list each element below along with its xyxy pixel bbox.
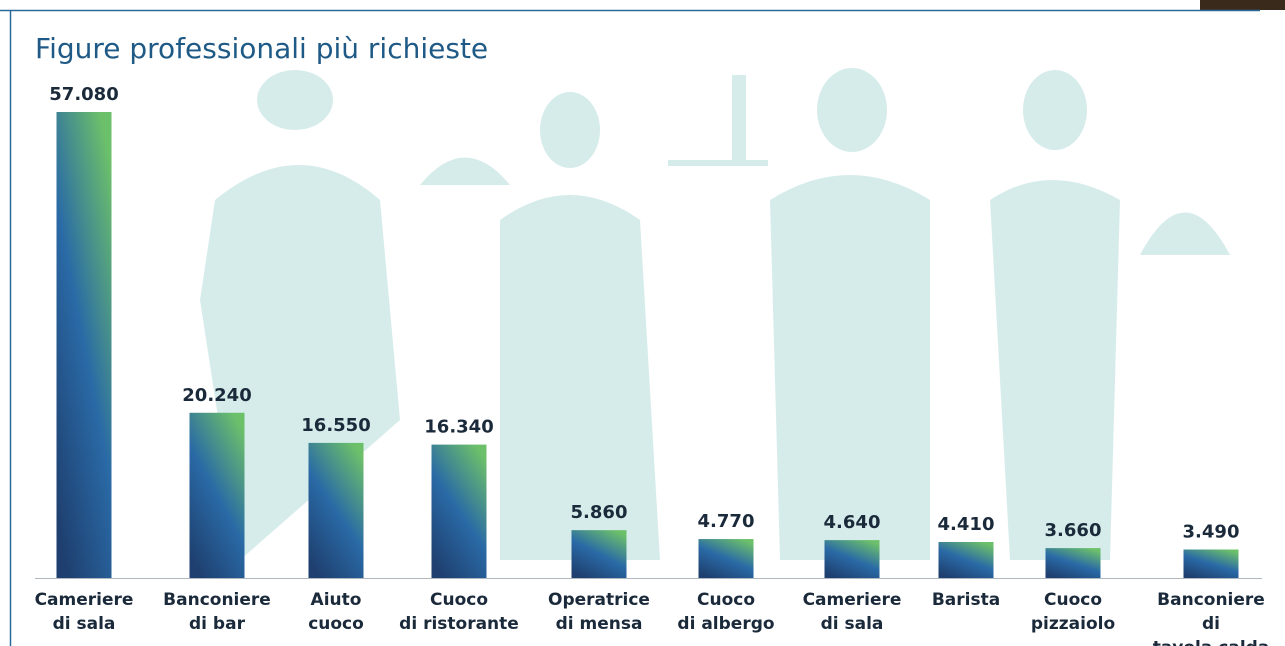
x-tick-label: Barista [931, 590, 1001, 610]
chart-title: Figure professionali più richieste [35, 32, 488, 65]
x-tick-label: Aiuto cuoco [308, 590, 364, 634]
value-label: 16.550 [301, 415, 370, 436]
x-tick-label: Operatrice di mensa [548, 590, 650, 634]
x-tick-label: Cuoco di albergo [677, 590, 775, 634]
bar [824, 540, 880, 578]
value-label: 4.410 [938, 514, 995, 535]
value-label: 5.860 [571, 502, 628, 523]
x-tick-label: Banconiere di tavola calda [1153, 590, 1270, 646]
bar [938, 541, 994, 578]
value-label: 4.770 [698, 511, 755, 532]
bar [571, 530, 627, 578]
value-label: 57.080 [49, 84, 118, 105]
value-label: 16.340 [424, 417, 493, 438]
bar [1045, 548, 1101, 578]
bar [189, 412, 245, 578]
bar [698, 539, 754, 578]
bar [431, 444, 487, 578]
bar [1183, 549, 1239, 578]
x-tick-label: Banconiere di bar [163, 590, 271, 634]
x-tick-label: Cuoco di ristorante [399, 590, 519, 634]
value-label: 20.240 [182, 385, 251, 406]
value-label: 3.660 [1045, 520, 1102, 541]
bar [56, 112, 112, 578]
x-tick-label: Cuoco pizzaiolo [1030, 590, 1116, 634]
photo-corner [1200, 0, 1285, 10]
x-tick-label: Cameriere di sala [802, 590, 902, 634]
value-label: 4.640 [824, 512, 881, 533]
value-label: 3.490 [1183, 522, 1240, 543]
x-tick-label: Cameriere di sala [34, 590, 134, 634]
bar [308, 442, 364, 578]
